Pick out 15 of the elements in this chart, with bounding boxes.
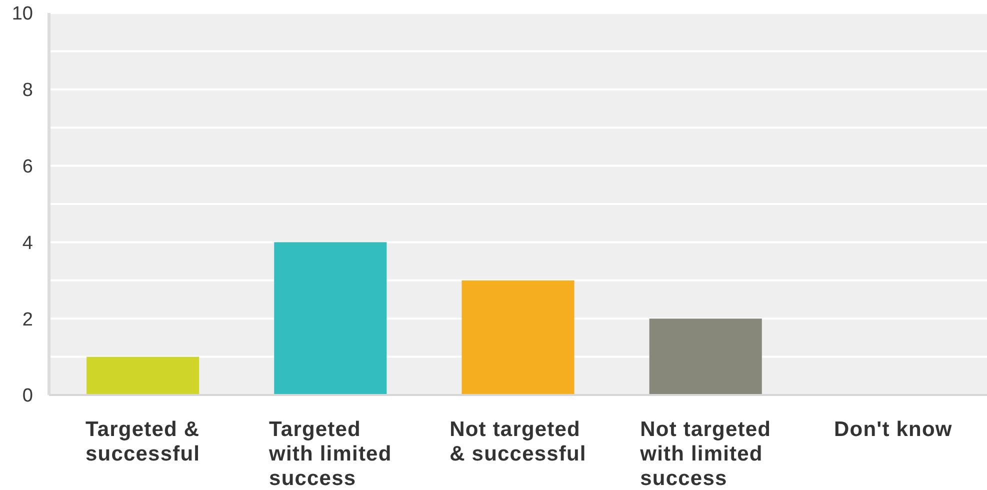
x-tick-label: Not targeted with limited success	[639, 418, 772, 490]
x-tick-label: Don't know	[834, 418, 952, 441]
bar	[86, 356, 200, 395]
y-tick-label: 6	[22, 156, 33, 178]
bar	[274, 242, 387, 395]
y-tick-label: 4	[22, 232, 34, 254]
x-tick-label: Targeted & successful	[86, 418, 200, 466]
y-tick-label: 0	[22, 386, 33, 407]
y-tick-label: 10	[12, 4, 33, 25]
y-tick-label: 8	[22, 80, 33, 102]
y-tick-label: 2	[22, 309, 33, 330]
bar	[649, 318, 762, 395]
x-tick-label: Targeted with limited success	[268, 418, 392, 490]
x-tick-label: Not targeted & successful	[450, 418, 586, 466]
bar	[462, 280, 574, 395]
